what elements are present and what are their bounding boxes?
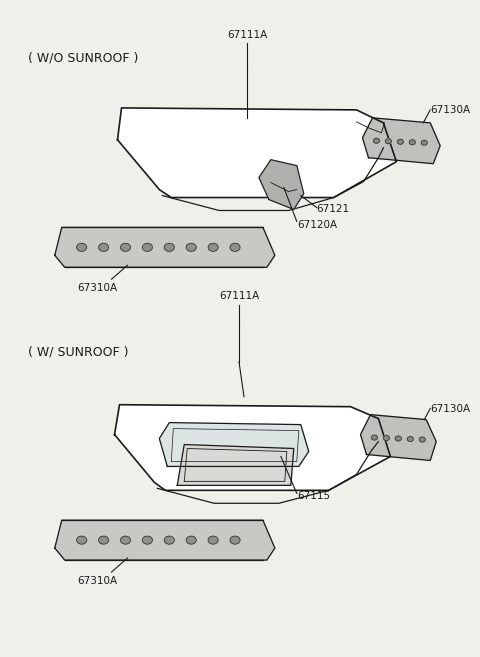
Polygon shape bbox=[177, 445, 294, 486]
Ellipse shape bbox=[409, 140, 415, 145]
Text: 67130A: 67130A bbox=[430, 403, 470, 414]
Ellipse shape bbox=[396, 436, 401, 441]
Ellipse shape bbox=[77, 243, 87, 252]
Ellipse shape bbox=[143, 243, 152, 252]
Polygon shape bbox=[360, 415, 436, 461]
Text: ( W/ SUNROOF ): ( W/ SUNROOF ) bbox=[28, 346, 128, 359]
Polygon shape bbox=[55, 520, 275, 560]
Ellipse shape bbox=[397, 139, 403, 145]
Ellipse shape bbox=[385, 139, 391, 144]
Ellipse shape bbox=[120, 536, 131, 544]
Text: ( W/O SUNROOF ): ( W/O SUNROOF ) bbox=[28, 52, 138, 64]
Ellipse shape bbox=[143, 536, 152, 544]
Polygon shape bbox=[118, 108, 396, 198]
Ellipse shape bbox=[230, 243, 240, 252]
Ellipse shape bbox=[98, 243, 108, 252]
Polygon shape bbox=[159, 422, 309, 466]
Ellipse shape bbox=[98, 536, 108, 544]
Text: 67310A: 67310A bbox=[78, 283, 118, 293]
Text: 67111A: 67111A bbox=[227, 30, 267, 40]
Ellipse shape bbox=[77, 536, 87, 544]
Text: 67121: 67121 bbox=[317, 204, 350, 214]
Text: 67130A: 67130A bbox=[430, 105, 470, 115]
Polygon shape bbox=[115, 405, 390, 490]
Text: 67310A: 67310A bbox=[78, 576, 118, 586]
Text: 67111A: 67111A bbox=[219, 291, 259, 301]
Polygon shape bbox=[259, 160, 304, 210]
Text: 67115: 67115 bbox=[297, 491, 330, 501]
Polygon shape bbox=[55, 227, 275, 267]
Ellipse shape bbox=[120, 243, 131, 252]
Ellipse shape bbox=[208, 243, 218, 252]
Ellipse shape bbox=[373, 138, 380, 143]
Text: 67120A: 67120A bbox=[297, 221, 337, 231]
Ellipse shape bbox=[230, 536, 240, 544]
Ellipse shape bbox=[164, 243, 174, 252]
Polygon shape bbox=[362, 118, 440, 164]
Ellipse shape bbox=[186, 243, 196, 252]
Ellipse shape bbox=[419, 437, 425, 442]
Ellipse shape bbox=[208, 536, 218, 544]
Ellipse shape bbox=[421, 141, 427, 145]
Ellipse shape bbox=[384, 436, 389, 441]
Ellipse shape bbox=[186, 536, 196, 544]
Ellipse shape bbox=[164, 536, 174, 544]
Ellipse shape bbox=[372, 435, 377, 440]
Ellipse shape bbox=[408, 436, 413, 442]
